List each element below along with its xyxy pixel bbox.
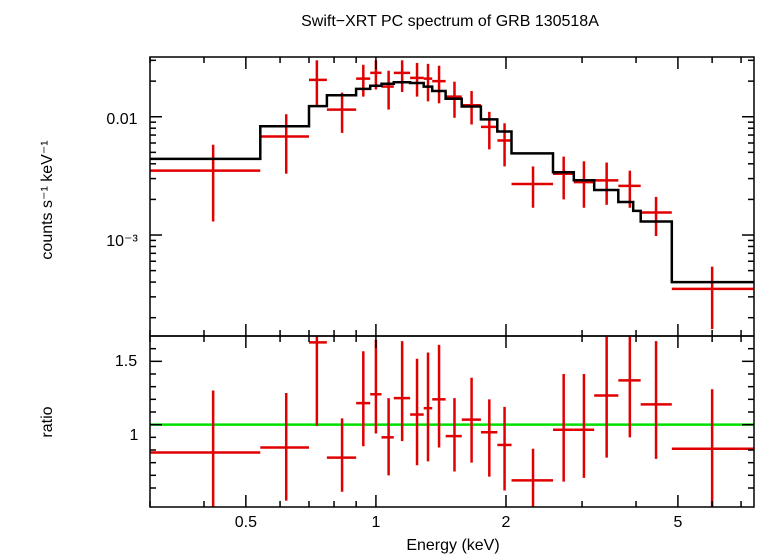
ratio-point [594, 336, 619, 458]
spectrum-point [260, 114, 309, 174]
ratio-point [573, 374, 595, 478]
x-tick-label-0.5: 0.5 [235, 514, 257, 531]
ratio-axis-ticks [149, 336, 754, 507]
spectrum-point [573, 161, 595, 208]
ratio-point [445, 398, 462, 472]
y-tick-label-1e-3: 10⁻³ [106, 233, 138, 250]
spectrum-point [393, 60, 411, 92]
x-tick-label-5: 5 [673, 514, 682, 531]
ratio-point [356, 351, 371, 447]
ratio-y-axis-label: ratio [39, 406, 56, 437]
ratio-point [497, 406, 512, 491]
ratio-panel: 1.5 1 ratio 0.5 1 2 5 Energy (keV) [39, 335, 755, 554]
ratio-point [370, 339, 382, 434]
spectrum-point [480, 111, 498, 150]
ratio-point [410, 358, 424, 466]
ratio-point [423, 352, 433, 462]
spectrum-panel: 0.01 10⁻³ counts s⁻¹ keV⁻¹ [39, 56, 755, 337]
spectrum-point [150, 144, 261, 222]
spectrum-point [594, 162, 619, 205]
ratio-point [618, 336, 641, 438]
spectrum-point [356, 64, 371, 97]
spectrum-axis-ticks [149, 57, 754, 336]
ratio-plot-frame [149, 335, 755, 508]
spectrum-point [511, 166, 554, 208]
ratio-data-series [150, 336, 754, 507]
ratio-point [393, 341, 411, 442]
spectrum-point [432, 65, 446, 104]
spectrum-point [410, 62, 424, 97]
ratio-point [553, 374, 574, 482]
spectrum-point [553, 156, 574, 200]
model-curve [150, 80, 754, 284]
spectrum-point [461, 91, 481, 125]
x-tick-label-2: 2 [502, 514, 511, 531]
ratio-point [640, 341, 672, 459]
ratio-point [671, 389, 754, 507]
x-tick-label-1: 1 [371, 514, 380, 531]
spectrum-point [497, 123, 512, 167]
spectrum-point [423, 63, 433, 102]
ratio-point [326, 418, 357, 492]
ratio-y-tick-label-1.5: 1.5 [115, 353, 137, 370]
ratio-point [461, 377, 481, 463]
ratio-point [432, 344, 446, 448]
ratio-point [150, 390, 261, 507]
spectrum-point [308, 60, 327, 106]
spectrum-point [381, 70, 394, 110]
spectrum-point [326, 92, 357, 133]
ratio-point [381, 398, 394, 476]
spectrum-y-axis-label: counts s⁻¹ keV⁻¹ [39, 140, 56, 259]
spectrum-point [671, 266, 754, 330]
spectrum-model-series [150, 80, 754, 284]
ratio-y-tick-label-1: 1 [130, 427, 139, 444]
spectrum-data-series [150, 60, 754, 330]
ratio-point [308, 336, 327, 426]
x-axis-label: Energy (keV) [406, 537, 499, 554]
ratio-point [480, 399, 498, 477]
ratio-point [260, 393, 309, 501]
spectrum-point [640, 196, 672, 237]
ratio-point [511, 448, 554, 507]
y-tick-label-0.01: 0.01 [106, 111, 137, 128]
chart-title: Swift−XRT PC spectrum of GRB 130518A [301, 13, 599, 30]
